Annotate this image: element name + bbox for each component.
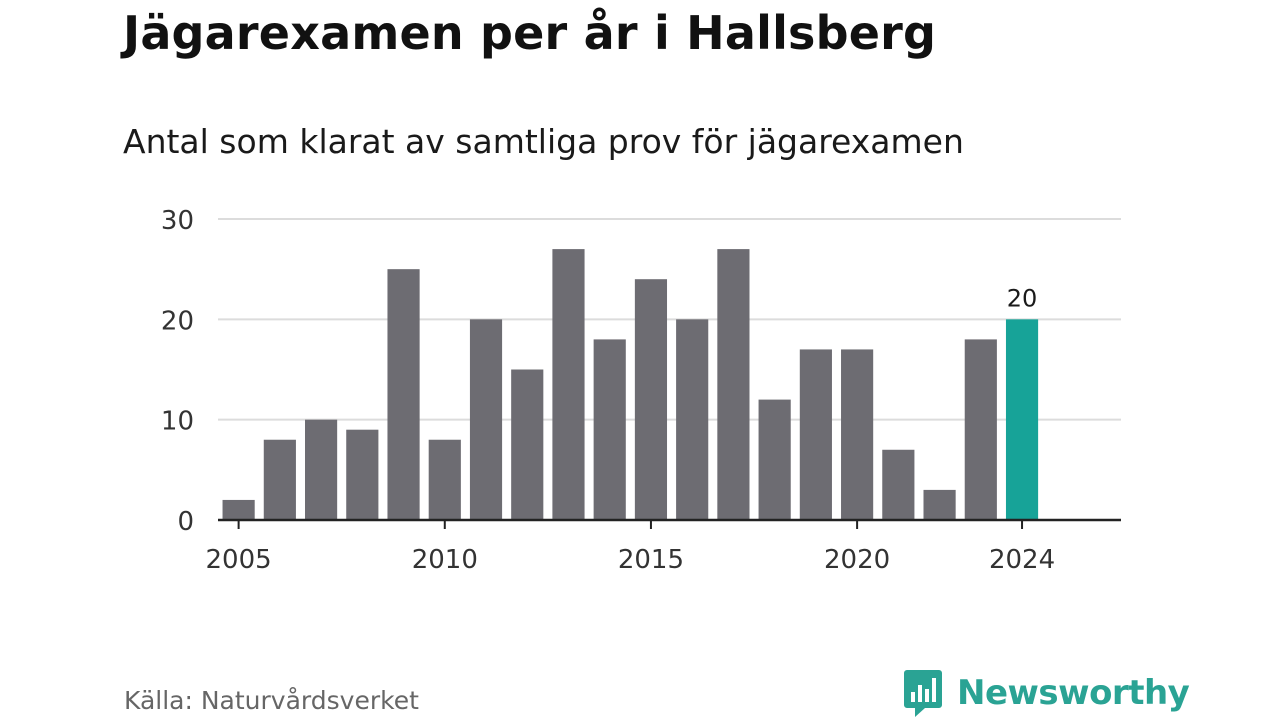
bar [428,439,461,520]
highlight-bar [1005,319,1039,520]
bar [263,439,296,520]
bar [841,349,874,520]
data-label: 20 [1007,284,1038,312]
y-tick-label: 0 [177,507,194,537]
y-tick-label: 20 [161,306,194,336]
x-tick-label: 2020 [824,545,890,575]
chart-title: Jägarexamen per år i Hallsberg [123,6,937,60]
bar [634,279,668,520]
brand-logo: Newsworthy [903,668,1190,718]
bar [882,449,915,520]
bar [387,269,420,520]
bar [511,369,544,520]
bar [305,419,338,520]
bar [758,399,791,520]
bar [469,319,503,520]
newsworthy-logo-icon [904,670,942,717]
source-note: Källa: Naturvårdsverket [124,686,419,715]
bar [552,249,585,520]
bar [964,339,997,520]
bar [593,339,626,520]
bar [799,349,832,520]
x-tick-label: 2010 [412,545,478,575]
bar [717,249,750,520]
x-tick-label: 2015 [618,545,684,575]
brand-name: Newsworthy [957,673,1190,713]
x-tick-label: 2024 [989,545,1055,575]
chart-subtitle: Antal som klarat av samtliga prov för jä… [123,122,964,161]
bar [346,429,379,520]
y-tick-label: 30 [161,206,194,236]
bar [222,499,255,520]
y-tick-label: 10 [161,407,194,437]
bar [676,319,709,520]
x-tick-label: 2005 [206,545,272,575]
bar [923,489,956,520]
